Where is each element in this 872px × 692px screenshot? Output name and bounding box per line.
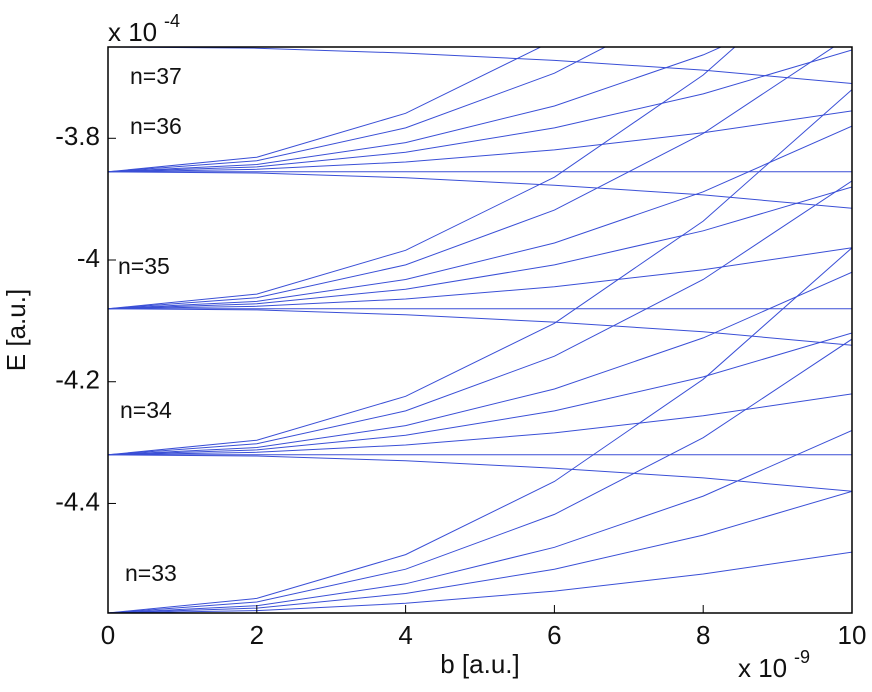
plot-frame: [107, 46, 853, 614]
level-annotation: n=35: [118, 253, 170, 279]
level-line: [108, 47, 852, 84]
level-line: [108, 186, 852, 310]
level-line: [108, 247, 852, 310]
level-line: [108, 612, 171, 613]
x-tick-label: 0: [101, 620, 115, 650]
x-multiplier-exp: -9: [794, 647, 810, 667]
y-tick-label: -3.8: [55, 121, 100, 151]
x-tick-label: 8: [696, 620, 710, 650]
level-annotation: n=37: [130, 63, 182, 89]
x-tick-label: 4: [398, 620, 412, 650]
y-tick-label: -4.4: [55, 486, 100, 516]
x-tick-label: 2: [250, 620, 264, 650]
level-line: [108, 180, 852, 456]
level-line: [108, 47, 736, 310]
level-line: [108, 247, 852, 613]
level-line: [108, 47, 723, 173]
y-tick-label: -4: [77, 243, 100, 273]
level-line: [108, 47, 835, 310]
plot-lines: [108, 47, 852, 613]
level-line: [108, 490, 852, 613]
level-annotation: n=33: [125, 560, 177, 586]
level-line: [108, 47, 542, 173]
level-line: [108, 171, 852, 209]
y-tick-label: -4.2: [55, 365, 100, 395]
x-multiplier: x 10: [738, 653, 787, 683]
level-line: [108, 429, 852, 613]
level-line: [108, 89, 852, 456]
level-annotation: n=34: [120, 397, 172, 423]
level-line: [108, 332, 852, 456]
y-axis-label: E [a.u.]: [1, 289, 31, 371]
x-tick-label: 10: [838, 620, 867, 650]
y-multiplier: x 10: [108, 17, 157, 47]
level-line: [108, 308, 852, 346]
level-line: [108, 49, 852, 173]
level-line: [108, 271, 852, 456]
y-multiplier-exp: -4: [164, 11, 180, 31]
level-line: [108, 125, 852, 310]
level-line: [108, 338, 852, 613]
level-line: [108, 47, 607, 173]
level-line: [108, 110, 852, 173]
level-line: [108, 454, 852, 492]
level-line: [108, 551, 852, 613]
level-annotation: n=36: [130, 113, 182, 139]
level-line: [108, 393, 852, 456]
x-tick-label: 6: [547, 620, 561, 650]
x-axis-label: b [a.u.]: [440, 649, 520, 679]
